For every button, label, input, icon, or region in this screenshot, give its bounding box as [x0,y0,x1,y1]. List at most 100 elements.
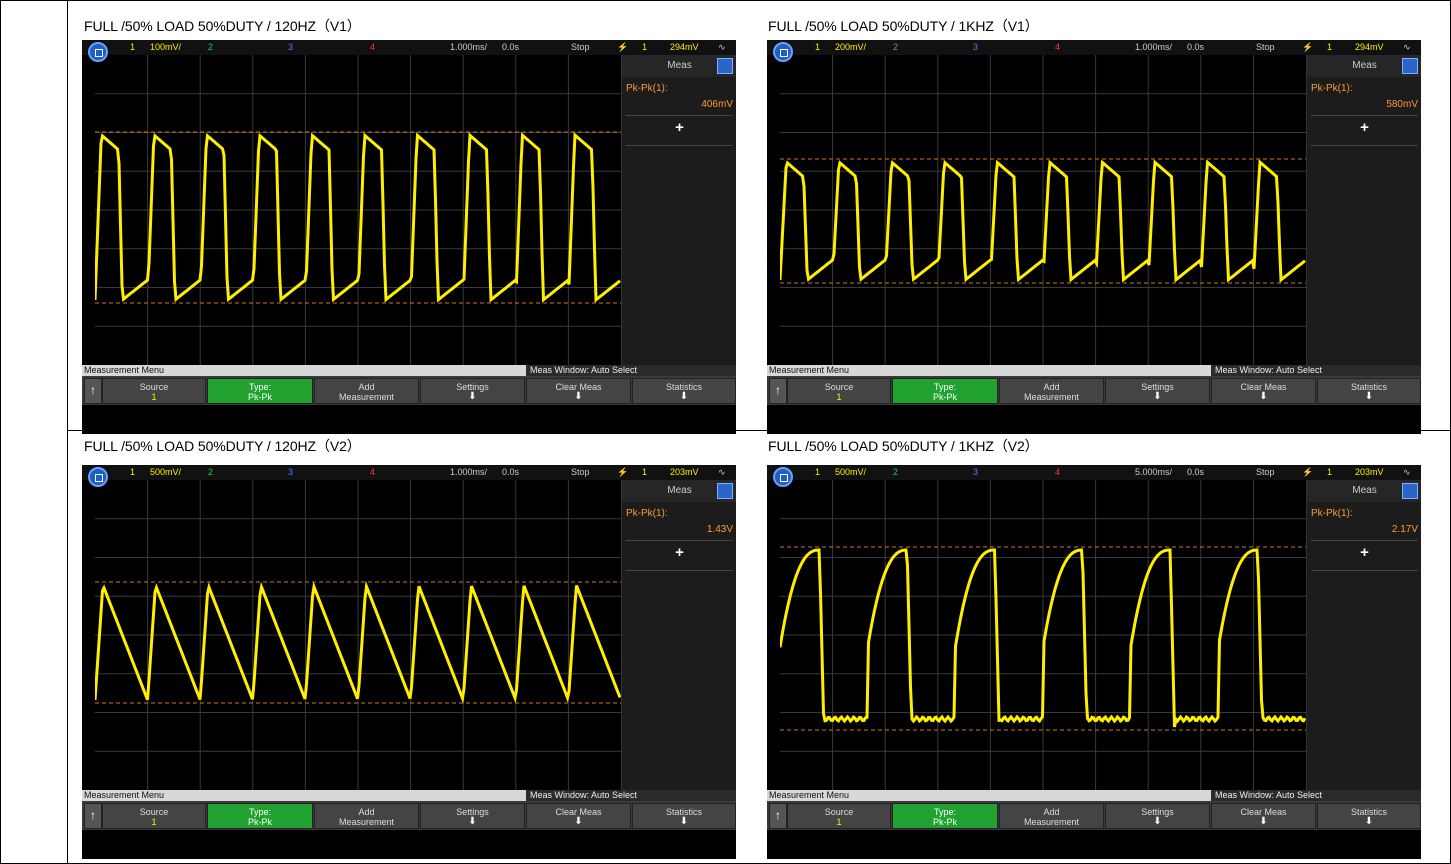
ch1-indicator: 1 [130,42,136,52]
type-softkey[interactable]: Type: Pk-Pk [892,803,998,829]
add-measurement-softkey[interactable]: Add Measurement [314,803,419,829]
meas-menu-icon[interactable] [1402,58,1418,74]
meas-menu-icon[interactable] [717,58,733,74]
trigger-level: 203mV [1355,467,1384,477]
statistics-softkey[interactable]: Statistics ⬇ [1317,803,1421,829]
meas-value: 580mV [1386,99,1418,110]
scope-logo-icon[interactable] [88,467,108,487]
statistics-label: Statistics [1350,382,1387,392]
status-bar: 1 100mV/ 2 3 4 1.000ms/ 0.0s Stop ⚡ 1 29… [82,40,736,55]
meas-menu-icon[interactable] [717,483,733,499]
settings-label: Settings [1141,807,1174,817]
waveform-grid [780,55,1306,365]
table-divider-horizontal [67,430,1451,431]
clear-meas-softkey[interactable]: Clear Meas ⬇ [1211,378,1316,404]
trigger-level: 294mV [670,42,699,52]
statistics-softkey[interactable]: Statistics ⬇ [1317,378,1421,404]
add-meas-icon[interactable]: + [1360,119,1369,136]
meas-divider [626,145,733,146]
delay: 0.0s [1187,42,1205,52]
ch3-indicator: 3 [973,42,979,52]
source-softkey[interactable]: Source 1 [787,378,891,404]
settings-softkey[interactable]: Settings ⬇ [420,378,525,404]
meas-divider [1311,540,1418,541]
type-value: Pk-Pk [247,817,272,827]
menu-title: Measurement Menu [769,790,850,800]
ch1-waveform [780,548,1306,728]
clear-label: Clear Meas [555,807,602,817]
back-button[interactable]: ↑ [769,378,787,404]
scope-logo-icon[interactable] [88,42,108,62]
meas-menu-icon[interactable] [1402,483,1418,499]
add-measurement-softkey[interactable]: Add Measurement [314,378,419,404]
type-softkey[interactable]: Type: Pk-Pk [207,378,313,404]
source-softkey[interactable]: Source 1 [787,803,891,829]
add-measurement-softkey[interactable]: Add Measurement [999,803,1104,829]
down-arrow-icon: ⬇ [1364,391,1374,402]
ch1-scale: 500mV/ [835,467,867,477]
panel-title-2: FULL /50% LOAD 50%DUTY / 1KHZ（V1） [768,18,1039,34]
type-label: Type: [933,807,956,817]
run-state: Stop [571,467,590,477]
settings-softkey[interactable]: Settings ⬇ [420,803,525,829]
menu-title: Measurement Menu [84,365,165,375]
type-softkey[interactable]: Type: Pk-Pk [207,803,313,829]
ch1-scale: 500mV/ [150,467,182,477]
type-softkey[interactable]: Type: Pk-Pk [892,378,998,404]
delay: 0.0s [1187,467,1205,477]
down-arrow-icon: ⬇ [1364,816,1374,827]
timebase: 1.000ms/ [450,42,488,52]
clear-meas-softkey[interactable]: Clear Meas ⬇ [526,378,631,404]
down-arrow-icon: ⬇ [468,816,477,827]
scope-screen-3: 1 500mV/ 2 3 4 1.000ms/ 0.0s Stop ⚡ 1 20… [82,465,736,859]
ch1-waveform [95,580,621,705]
graticule [95,480,621,790]
back-button[interactable]: ↑ [84,378,102,404]
settings-softkey[interactable]: Settings ⬇ [1105,378,1210,404]
menu-title: Measurement Menu [84,790,165,800]
panel-title-3: FULL /50% LOAD 50%DUTY / 120HZ（V2） [84,438,361,454]
settings-softkey[interactable]: Settings ⬇ [1105,803,1210,829]
add-sub-label: Measurement [1023,817,1080,827]
measurement-sidebar: Meas Pk-Pk(1): 406mV + [621,55,736,365]
clear-meas-softkey[interactable]: Clear Meas ⬇ [526,803,631,829]
panel-title-1: FULL /50% LOAD 50%DUTY / 120HZ（V1） [84,18,361,34]
add-meas-icon[interactable]: + [675,544,684,561]
run-state: Stop [1256,42,1275,52]
add-meas-icon[interactable]: + [1360,544,1369,561]
source-label: Source [139,382,169,392]
menu-bar: Measurement Menu Meas Window: Auto Selec… [82,365,736,376]
measurement-sidebar: Meas Pk-Pk(1): 2.17V + [1306,480,1421,790]
source-value: 1 [151,817,157,827]
clear-meas-softkey[interactable]: Clear Meas ⬇ [1211,803,1316,829]
ch1-waveform [95,132,621,303]
statistics-softkey[interactable]: Statistics ⬇ [632,378,736,404]
delay: 0.0s [502,467,520,477]
back-button[interactable]: ↑ [769,803,787,829]
clear-label: Clear Meas [555,382,602,392]
add-measurement-softkey[interactable]: Add Measurement [999,378,1104,404]
source-softkey[interactable]: Source 1 [102,378,206,404]
meas-title: Meas [1352,60,1377,71]
trigger-icon: ⚡ [617,467,629,477]
statistics-label: Statistics [665,382,702,392]
menu-bar: Measurement Menu Meas Window: Auto Selec… [767,365,1421,376]
softkey-bar: ↑ Source 1 Type: Pk-Pk Add Measurement S… [82,376,736,405]
trigger-slope-icon: ∿ [718,467,726,477]
run-state: Stop [1256,467,1275,477]
source-softkey[interactable]: Source 1 [102,803,206,829]
add-label: Add [1043,807,1060,817]
settings-label: Settings [456,807,489,817]
trigger-level: 294mV [1355,42,1384,52]
back-button[interactable]: ↑ [84,803,102,829]
meas-value: 406mV [701,99,733,110]
down-arrow-icon: ⬇ [1153,816,1162,827]
add-meas-icon[interactable]: + [675,119,684,136]
source-value: 1 [151,392,157,402]
statistics-softkey[interactable]: Statistics ⬇ [632,803,736,829]
waveform-grid [95,480,621,790]
scope-logo-icon[interactable] [773,467,793,487]
down-arrow-icon: ⬇ [574,816,583,827]
add-label: Add [358,382,375,392]
scope-logo-icon[interactable] [773,42,793,62]
